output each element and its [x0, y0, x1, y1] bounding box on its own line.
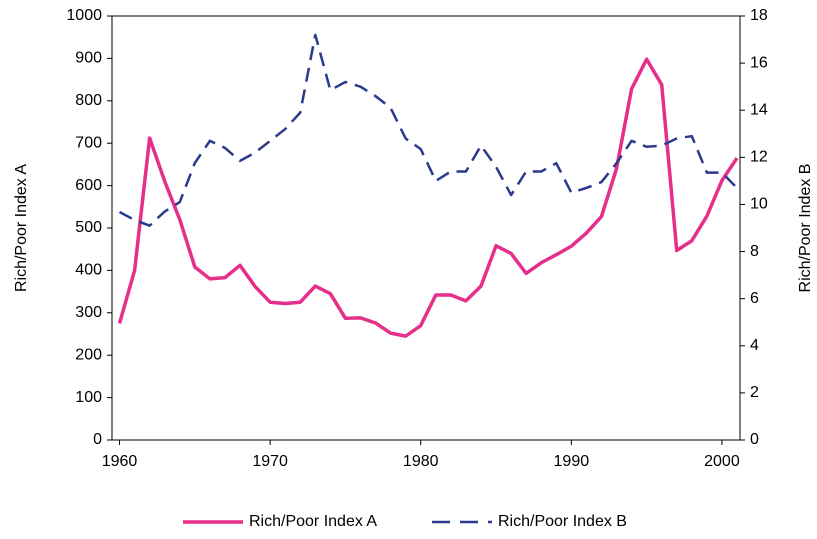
- y-tick-label: 800: [75, 92, 102, 109]
- y-tick-label: 300: [75, 304, 102, 321]
- y-tick-label: 0: [93, 431, 102, 448]
- y2-tick-label: 10: [750, 196, 768, 213]
- y-tick-label: 200: [75, 346, 102, 363]
- y-tick-label: 600: [75, 177, 102, 194]
- y2-tick-label: 8: [750, 243, 759, 260]
- plot-frame: [111, 15, 741, 441]
- y2-tick-label: 0: [750, 431, 759, 448]
- y2-axis-label: Rich/Poor Index B: [797, 164, 814, 293]
- y2-tick-label: 18: [750, 7, 768, 24]
- y-tick-label: 700: [75, 134, 102, 151]
- y-tick-label: 1000: [66, 7, 102, 24]
- y-tick-label: 100: [75, 389, 102, 406]
- y-tick-label: 500: [75, 219, 102, 236]
- x-tick-label: 1990: [554, 453, 590, 470]
- x-tick-label: 1960: [102, 453, 138, 470]
- y2-tick-label: 2: [750, 384, 759, 401]
- series-line: [118, 33, 738, 227]
- y2-tick-label: 6: [750, 290, 759, 307]
- y-tick-label: 400: [75, 262, 102, 279]
- series-line: [117, 57, 739, 338]
- x-tick-label: 2000: [704, 453, 740, 470]
- y-tick-label: 900: [75, 50, 102, 67]
- x-tick-label: 1980: [403, 453, 439, 470]
- y2-tick-label: 4: [750, 337, 759, 354]
- legend-label: Rich/Poor Index A: [249, 513, 377, 530]
- y2-tick-label: 12: [750, 149, 768, 166]
- y-axis-label: Rich/Poor Index A: [13, 164, 30, 292]
- x-tick-label: 1970: [252, 453, 288, 470]
- legend-label: Rich/Poor Index B: [498, 513, 627, 530]
- y2-tick-label: 16: [750, 54, 768, 71]
- y2-tick-label: 14: [750, 101, 768, 118]
